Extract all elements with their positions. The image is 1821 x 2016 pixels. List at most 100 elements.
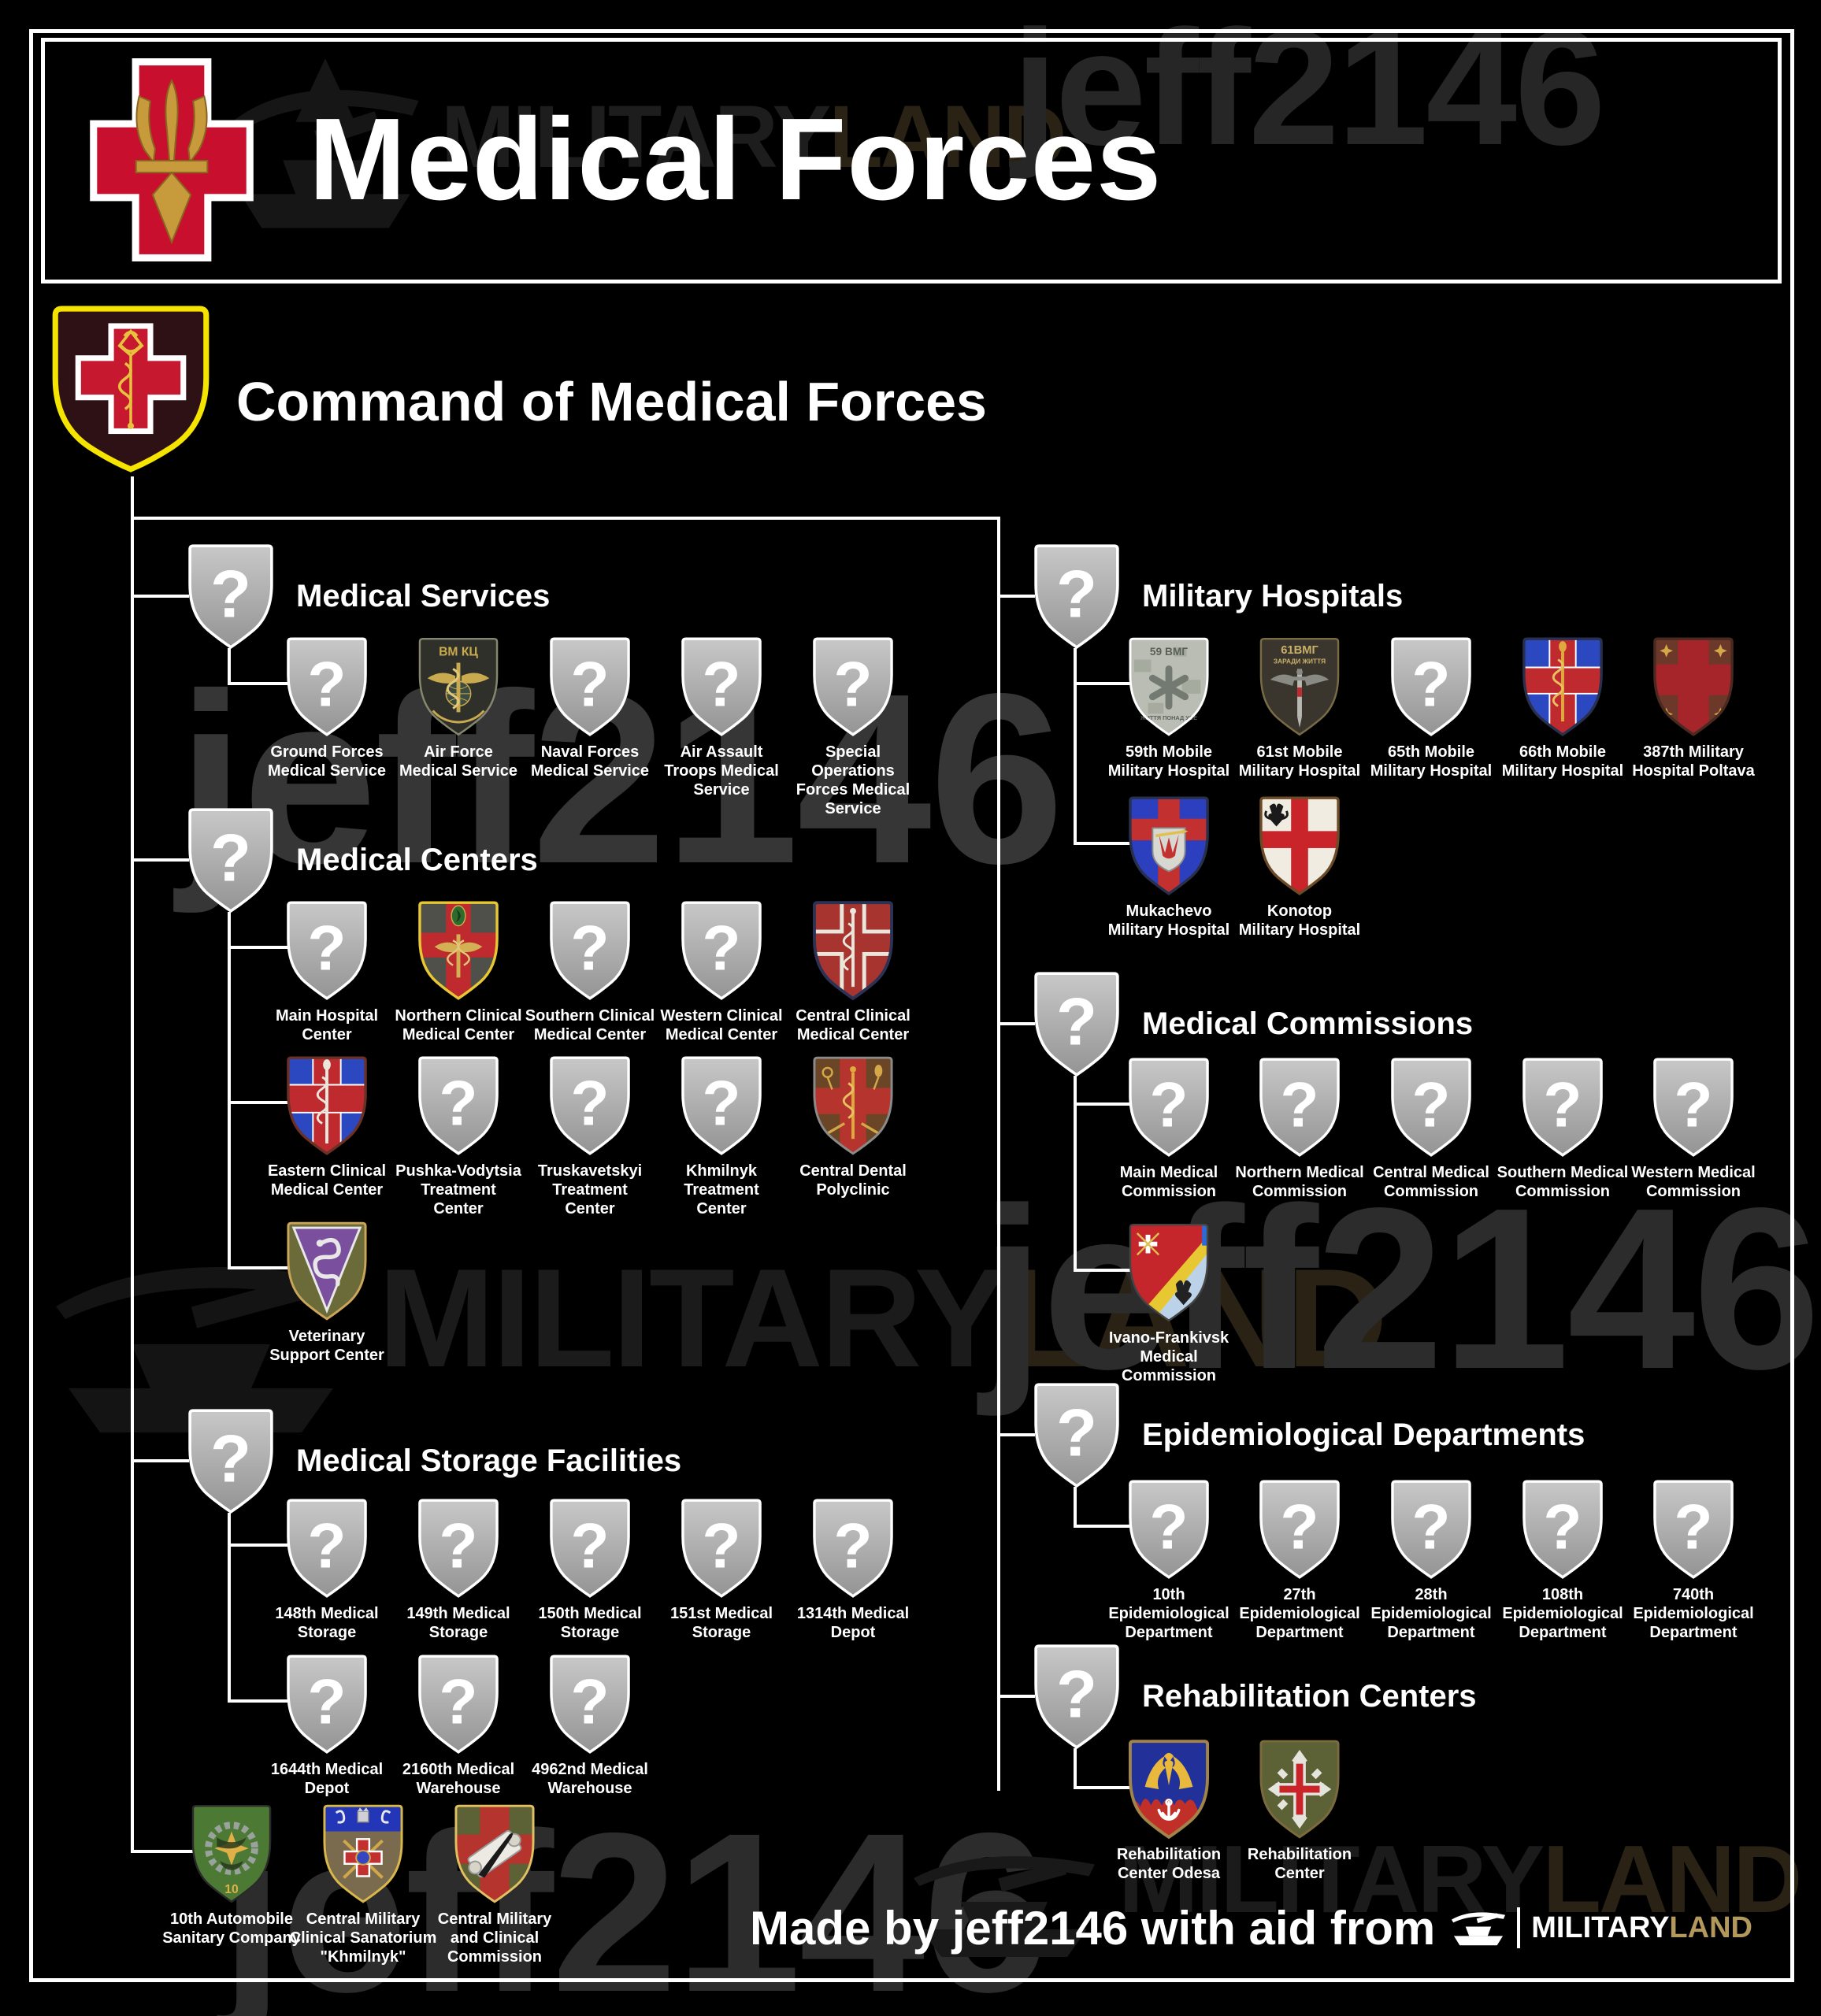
central-military-and-clinical-commission-shield-icon [454, 1803, 536, 1904]
28th-epidemiological-department-unit: 28th Epidemiological Department [1363, 1479, 1499, 1642]
main-medical-commission-unit: Main Medical Commission [1101, 1057, 1237, 1201]
section-title: Medical Services [296, 579, 551, 613]
tick [1074, 682, 1131, 685]
mukachevo-military-hospital-shield-icon [1128, 795, 1210, 896]
outer-border-frame [29, 29, 1794, 1982]
section-shield-icon [187, 543, 274, 650]
59th-mobile-military-hospital-shield-icon [1128, 636, 1210, 737]
khmilnyk-treatment-center-label: Khmilnyk Treatment Center [684, 1162, 759, 1217]
connector [228, 1513, 231, 1703]
western-clinical-medical-center-shield-icon [681, 900, 762, 1001]
central-medical-commission-unit: Central Medical Commission [1363, 1057, 1499, 1201]
149th-medical-storage-shield-icon [417, 1498, 499, 1599]
command-title: Command of Medical Forces [236, 371, 987, 432]
southern-medical-commission-unit: Southern Medical Commission [1495, 1057, 1630, 1201]
connector [1074, 648, 1077, 845]
4962nd-medical-warehouse-shield-icon [549, 1654, 631, 1755]
27th-epidemiological-department-unit: 27th Epidemiological Department [1232, 1479, 1367, 1642]
10th-automobile-sanitary-company-label: 10th Automobile Sanitary Company [162, 1910, 301, 1947]
air-assault-troops-medical-service-shield-icon [681, 636, 762, 737]
northern-clinical-medical-center-shield-icon [417, 900, 499, 1001]
section-shield-icon [187, 807, 274, 914]
ground-forces-medical-service-unit: Ground Forces Medical Service [259, 636, 395, 780]
western-clinical-medical-center-label: Western Clinical Medical Center [660, 1007, 783, 1043]
page-title: Medical Forces [309, 94, 1163, 224]
150th-medical-storage-unit: 150th Medical Storage [522, 1498, 658, 1642]
main-medical-commission-label: Main Medical Commission [1119, 1164, 1218, 1200]
10th-epidemiological-department-label: 10th Epidemiological Department [1108, 1586, 1229, 1641]
western-clinical-medical-center-unit: Western Clinical Medical Center [654, 900, 789, 1044]
konotop-military-hospital-unit: Konotop Military Hospital [1232, 795, 1367, 939]
section-title: Medical Centers [296, 843, 538, 877]
southern-clinical-medical-center-label: Southern Clinical Medical Center [525, 1007, 655, 1043]
10th-epidemiological-department-unit: 10th Epidemiological Department [1101, 1479, 1237, 1642]
header-box [41, 38, 1782, 284]
eastern-clinical-medical-center-label: Eastern Clinical Medical Center [267, 1162, 387, 1199]
connector [1074, 1487, 1077, 1528]
740th-epidemiological-department-shield-icon [1652, 1479, 1734, 1580]
10th-automobile-sanitary-company-shield-icon [191, 1803, 273, 1904]
pushka-vodytsia-treatment-center-shield-icon [417, 1055, 499, 1156]
khmilnyk-treatment-center-unit: Khmilnyk Treatment Center [654, 1055, 789, 1218]
ground-forces-medical-service-label: Ground Forces Medical Service [267, 743, 387, 780]
konotop-military-hospital-shield-icon [1259, 795, 1341, 896]
2160th-medical-warehouse-label: 2160th Medical Warehouse [402, 1761, 515, 1797]
tick [131, 858, 189, 862]
central-military-clinical-sanatorium-khmilnyk-shield-icon [322, 1803, 404, 1904]
northern-clinical-medical-center-label: Northern Clinical Medical Center [395, 1007, 522, 1043]
10th-epidemiological-department-shield-icon [1128, 1479, 1210, 1580]
central-dental-polyclinic-unit: Central Dental Polyclinic [785, 1055, 921, 1199]
jeff2146-watermark-mid-right: jeff2146 [981, 1160, 1821, 1417]
27th-epidemiological-department-shield-icon [1259, 1479, 1341, 1580]
65th-mobile-military-hospital-shield-icon [1390, 636, 1472, 737]
tick [228, 946, 289, 949]
air-force-medical-service-label: Air Force Medical Service [399, 743, 518, 780]
section-title: Medical Storage Facilities [296, 1443, 682, 1478]
1314th-medical-depot-unit: 1314th Medical Depot [785, 1498, 921, 1642]
tick [997, 1022, 1035, 1025]
militaryland-text-watermark-mid: MILITARYLAND [378, 1240, 1388, 1396]
section-title: Military Hospitals [1142, 579, 1404, 613]
tick [228, 1266, 289, 1269]
central-medical-commission-label: Central Medical Commission [1373, 1164, 1489, 1200]
61st-mobile-military-hospital-unit: 61st Mobile Military Hospital [1232, 636, 1367, 780]
central-clinical-medical-center-unit: Central Clinical Medical Center [785, 900, 921, 1044]
tick [131, 1459, 189, 1462]
footer-divider [1517, 1907, 1521, 1948]
66th-mobile-military-hospital-shield-icon [1522, 636, 1604, 737]
tick [1074, 1786, 1131, 1789]
air-assault-troops-medical-service-label: Air Assault Troops Medical Service [664, 743, 779, 799]
tick [228, 1699, 289, 1703]
28th-epidemiological-department-shield-icon [1390, 1479, 1472, 1580]
section-title: Epidemiological Departments [1142, 1418, 1585, 1452]
rehabilitation-center-label: Rehabilitation Center [1247, 1846, 1352, 1882]
central-military-clinical-sanatorium-khmilnyk-label: Central Military Clinical Sanatorium "Kh… [289, 1910, 437, 1966]
main-medical-commission-shield-icon [1128, 1057, 1210, 1158]
southern-clinical-medical-center-shield-icon [549, 900, 631, 1001]
naval-forces-medical-service-shield-icon [549, 636, 631, 737]
eastern-clinical-medical-center-shield-icon [286, 1055, 368, 1156]
special-operations-forces-medical-service-label: Special Operations Forces Medical Servic… [796, 743, 910, 817]
740th-epidemiological-department-label: 740th Epidemiological Department [1633, 1586, 1754, 1641]
151st-medical-storage-label: 151st Medical Storage [669, 1605, 773, 1641]
veterinary-support-center-label: Veterinary Support Center [269, 1328, 384, 1364]
61st-mobile-military-hospital-label: 61st Mobile Military Hospital [1238, 743, 1361, 780]
148th-medical-storage-unit: 148th Medical Storage [259, 1498, 395, 1642]
credit-text: Made by jeff2146 with aid from [750, 1901, 1436, 1955]
149th-medical-storage-unit: 149th Medical Storage [391, 1498, 526, 1642]
149th-medical-storage-label: 149th Medical Storage [406, 1605, 510, 1641]
61st-mobile-military-hospital-shield-icon [1259, 636, 1341, 737]
66th-mobile-military-hospital-label: 66th Mobile Military Hospital [1501, 743, 1624, 780]
rehabilitation-center-odesa-unit: Rehabilitation Center Odesa [1101, 1739, 1237, 1883]
militaryland-text-watermark-footer: MILITARYLAND [1118, 1825, 1802, 1933]
militaryland-tank-watermark [219, 46, 432, 269]
tick [131, 595, 189, 598]
tick [228, 682, 289, 685]
tree-trunk-left [131, 476, 134, 1853]
rehabilitation-center-shield-icon [1259, 1739, 1341, 1840]
2160th-medical-warehouse-unit: 2160th Medical Warehouse [391, 1654, 526, 1798]
1314th-medical-depot-shield-icon [812, 1498, 894, 1599]
tree-trunk-right [997, 517, 1000, 1791]
northern-clinical-medical-center-unit: Northern Clinical Medical Center [391, 900, 526, 1044]
1644th-medical-depot-shield-icon [286, 1654, 368, 1755]
